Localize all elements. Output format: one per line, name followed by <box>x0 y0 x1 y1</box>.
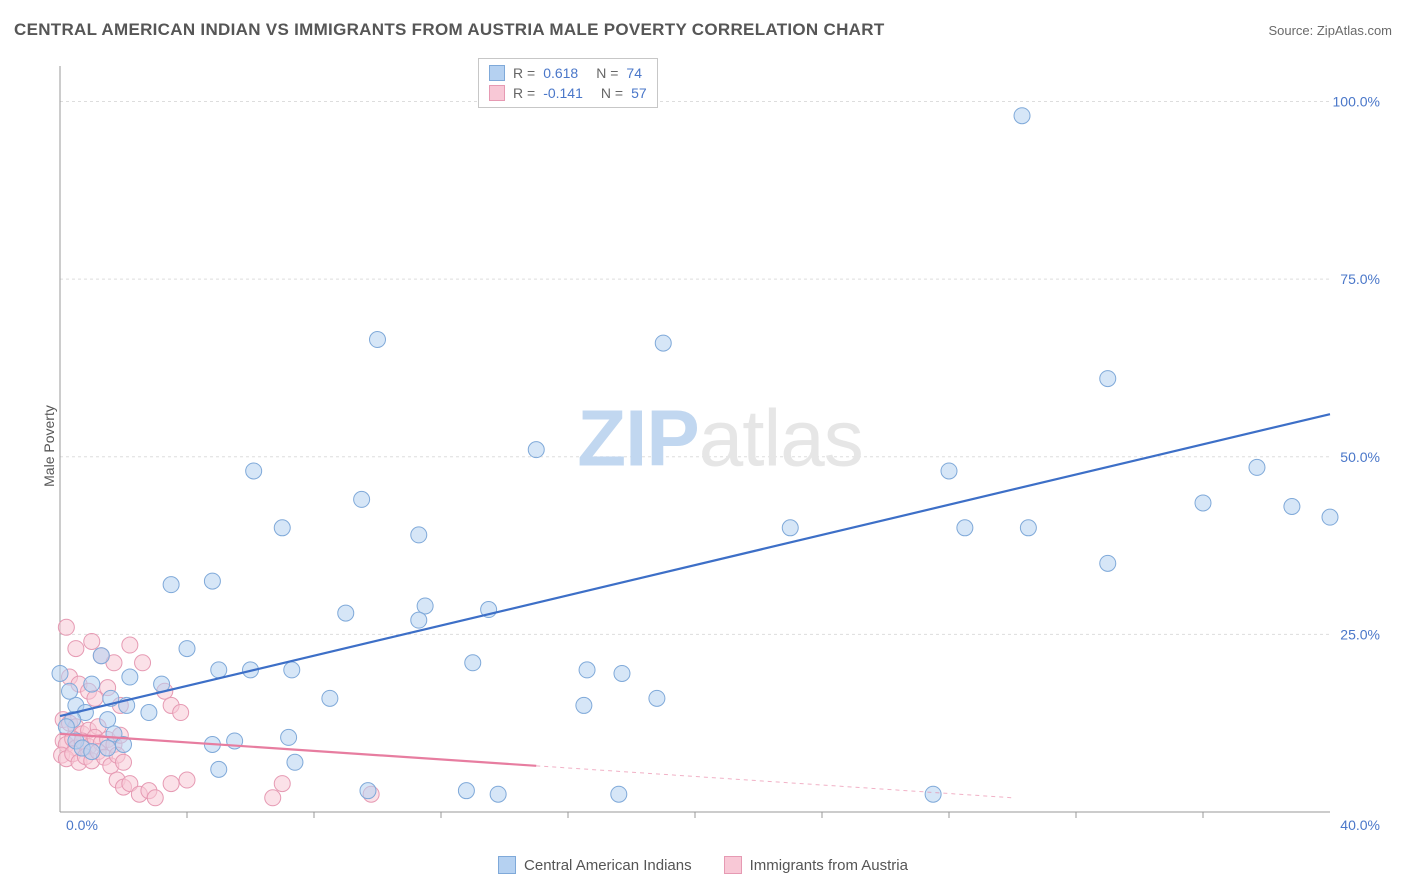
r-label: R = <box>513 65 535 81</box>
svg-text:50.0%: 50.0% <box>1340 449 1380 465</box>
chart-area: R = 0.618 N = 74 R = -0.141 N = 57 ZIPat… <box>48 52 1392 834</box>
legend-item-1: Central American Indians <box>498 856 692 874</box>
series2-swatch <box>489 85 505 101</box>
legend: Central American Indians Immigrants from… <box>0 856 1406 874</box>
svg-text:75.0%: 75.0% <box>1340 271 1380 287</box>
source-attribution: Source: ZipAtlas.com <box>1268 23 1392 38</box>
chart-title: CENTRAL AMERICAN INDIAN VS IMMIGRANTS FR… <box>14 20 885 40</box>
svg-text:0.0%: 0.0% <box>66 817 98 833</box>
n-label: N = <box>596 65 618 81</box>
correlation-row-1: R = 0.618 N = 74 <box>489 63 647 83</box>
svg-text:100.0%: 100.0% <box>1333 94 1380 110</box>
legend-label-2: Immigrants from Austria <box>750 857 908 874</box>
series2-n-value: 57 <box>631 85 647 101</box>
legend-label-1: Central American Indians <box>524 857 692 874</box>
correlation-row-2: R = -0.141 N = 57 <box>489 83 647 103</box>
r-label: R = <box>513 85 535 101</box>
series1-n-value: 74 <box>626 65 642 81</box>
n-label: N = <box>601 85 623 101</box>
svg-text:25.0%: 25.0% <box>1340 626 1380 642</box>
scatter-chart: 25.0% 50.0% 75.0% 100.0% 0.0% 40.0% <box>48 52 1392 834</box>
series1-r-value: 0.618 <box>543 65 578 81</box>
legend-swatch-1 <box>498 856 516 874</box>
correlation-box: R = 0.618 N = 74 R = -0.141 N = 57 <box>478 58 658 108</box>
series1-swatch <box>489 65 505 81</box>
svg-text:40.0%: 40.0% <box>1340 817 1380 833</box>
legend-swatch-2 <box>724 856 742 874</box>
legend-item-2: Immigrants from Austria <box>724 856 908 874</box>
series2-r-value: -0.141 <box>543 85 583 101</box>
